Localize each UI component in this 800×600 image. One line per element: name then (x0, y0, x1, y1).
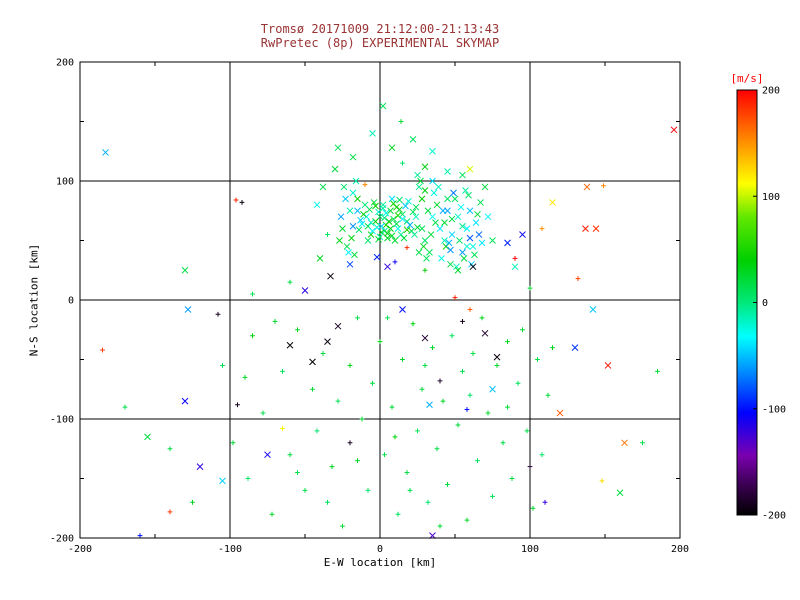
x-tick-label: 0 (377, 544, 383, 555)
grid-lines (80, 62, 680, 538)
x-tick-label: 200 (671, 544, 689, 555)
y-tick-label: 200 (56, 58, 74, 69)
plot-title-line1: Tromsø 20171009 21:12:00-21:13:43 (260, 22, 500, 36)
x-axis-label: E-W location [km] (323, 556, 437, 569)
colorbar-tick-label: -100 (762, 404, 786, 415)
colorbar: 200 100 0 -100 -200 (736, 86, 786, 522)
colorbar-tick-label: -200 (762, 511, 786, 522)
colorbar-tick-label: 0 (762, 298, 768, 309)
y-tick-labels: -200 -100 0 100 200 (50, 58, 74, 545)
x-tick-label: -200 (68, 544, 92, 555)
y-tick-label: -200 (50, 534, 74, 545)
x-tick-labels: -200 -100 0 100 200 (68, 544, 689, 555)
colorbar-tick-label: 100 (762, 192, 780, 203)
y-tick-label: 100 (56, 177, 74, 188)
y-tick-label: -100 (50, 415, 74, 426)
x-tick-label: -100 (218, 544, 242, 555)
axis-ticks (79, 61, 681, 539)
plot-title-line2: RwPretec (8p) EXPERIMENTAL SKYMAP (260, 36, 500, 50)
scatter-points (100, 102, 678, 539)
colorbar-tick-label: 200 (762, 86, 780, 97)
y-tick-label: 0 (68, 296, 74, 307)
x-tick-label: 100 (521, 544, 539, 555)
colorbar-units-label: [m/s] (730, 72, 764, 85)
